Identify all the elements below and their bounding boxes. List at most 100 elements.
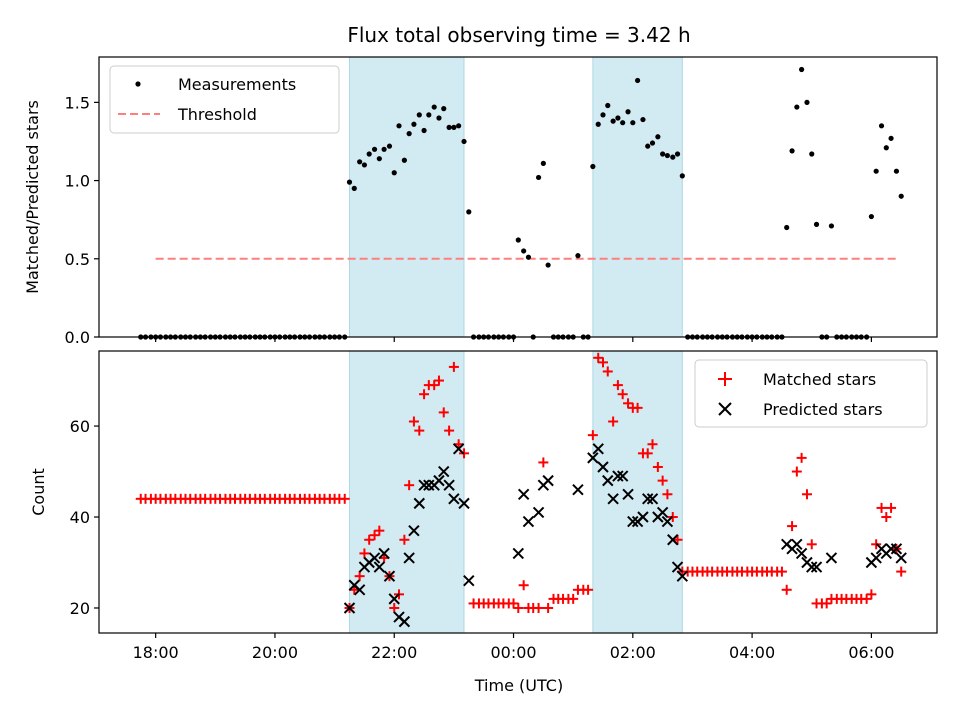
matched-star-point	[433, 375, 444, 386]
predicted-star-point	[353, 584, 366, 596]
measurement-point	[655, 134, 661, 140]
axes-frame	[98, 350, 938, 634]
measurement-point	[789, 148, 795, 154]
predicted-star-point	[418, 479, 430, 491]
predicted-star-point	[642, 493, 654, 505]
legend-measurements-label: Measurements	[178, 75, 296, 94]
legend-matched-marker	[718, 372, 732, 386]
legend-predicted-marker	[718, 402, 732, 416]
predicted-star-point	[597, 461, 609, 473]
matched-star-point	[623, 398, 634, 409]
matched-star-point	[587, 430, 598, 441]
matched-star-point	[776, 566, 787, 577]
measurement-point	[411, 121, 417, 127]
matched-star-point	[608, 416, 619, 427]
matched-star-point	[652, 461, 663, 472]
predicted-star-point	[373, 561, 386, 573]
measurement-point	[431, 104, 437, 110]
matched-star-point	[791, 466, 802, 477]
measurement-point	[351, 185, 357, 191]
predicted-star-point	[388, 593, 400, 605]
predicted-star-point	[398, 615, 411, 628]
matched-star-point	[866, 589, 877, 600]
measurement-point	[670, 154, 676, 160]
matched-star-point	[513, 602, 524, 613]
measurement-point	[366, 151, 372, 157]
measurement-point	[625, 109, 631, 115]
legend-predicted-label: Predicted stars	[763, 400, 883, 419]
bottom-legend: Matched stars Predicted stars	[694, 359, 928, 428]
shaded-interval-1	[592, 350, 683, 634]
predicted-star-point	[622, 488, 634, 500]
predicted-star-point	[890, 543, 903, 555]
x-tick-label: 02:00	[610, 643, 656, 662]
measurement-point	[396, 123, 402, 129]
matched-star-point	[787, 521, 798, 532]
measurement-point	[545, 262, 551, 268]
measurement-point	[640, 116, 646, 123]
x-axis-label: Time (UTC)	[474, 676, 563, 695]
matched-star-points	[135, 352, 907, 613]
predicted-star-point	[413, 497, 425, 510]
matched-star-point	[444, 425, 455, 436]
predicted-star-point	[810, 561, 823, 573]
measurement-point	[525, 254, 532, 260]
predicted-star-point	[602, 474, 614, 487]
measurement-point	[540, 160, 546, 166]
measurement-point	[371, 146, 378, 152]
predicted-star-point	[806, 561, 818, 573]
measurement-point	[386, 143, 393, 149]
measurement-point	[381, 146, 387, 152]
predicted-star-point	[895, 552, 907, 564]
x-tick-label: 20:00	[252, 643, 298, 662]
matched-star-point	[339, 493, 350, 504]
matched-star-point	[886, 502, 897, 513]
predicted-star-point	[676, 570, 689, 582]
predicted-star-point	[378, 547, 390, 560]
predicted-star-points	[343, 443, 907, 628]
bottom-axes: 18:00 20:00 22:00 00:00 02:00 04:00 06:00 20 40 6…	[70, 350, 938, 662]
matched-star-point	[657, 475, 668, 486]
matched-star-point	[801, 489, 812, 500]
measurement-point	[804, 99, 810, 105]
predicted-star-point	[512, 547, 525, 560]
matched-star-point	[543, 602, 554, 613]
y-tick-label: 1.5	[65, 93, 90, 112]
measurement-point	[406, 131, 412, 137]
measurement-point	[421, 127, 427, 134]
measurement-point	[679, 173, 685, 179]
measurement-point	[645, 143, 651, 149]
predicted-star-point	[343, 602, 356, 614]
measurement-point	[466, 209, 472, 215]
matched-star-point	[389, 602, 400, 613]
measurement-point	[575, 253, 581, 259]
matched-star-point	[508, 598, 519, 609]
matched-star-point	[364, 534, 375, 545]
predicted-star-point	[452, 443, 465, 455]
x-tick-label: 00:00	[490, 643, 536, 662]
matched-star-point	[642, 448, 653, 459]
measurement-point	[590, 163, 596, 170]
predicted-star-point	[522, 515, 535, 528]
matched-star-point	[538, 457, 549, 468]
predicted-star-point	[448, 493, 460, 505]
matched-star-point	[354, 571, 365, 582]
top-axes: 0.0 0.5 1.0 1.5	[65, 56, 938, 347]
measurement-point	[809, 151, 815, 157]
matched-star-point	[369, 530, 380, 541]
predicted-star-point	[438, 465, 450, 478]
measurement-point	[456, 123, 462, 129]
y-tick-label: 0.5	[65, 250, 90, 269]
matched-star-point	[568, 593, 579, 604]
matched-star-point	[861, 593, 872, 604]
predicted-star-point	[532, 506, 545, 519]
measurement-point	[461, 138, 467, 145]
measurement-point	[436, 115, 442, 121]
matched-star-point	[876, 502, 887, 513]
measurement-point	[784, 224, 790, 231]
measurement-point	[828, 223, 835, 229]
matched-star-point	[438, 407, 449, 418]
predicted-star-point	[791, 538, 803, 551]
measurement-point	[888, 135, 894, 141]
